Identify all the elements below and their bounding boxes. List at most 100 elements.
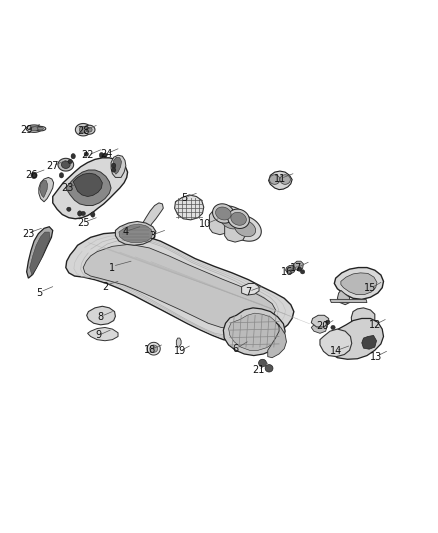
Polygon shape xyxy=(30,232,50,275)
Polygon shape xyxy=(68,159,72,164)
Polygon shape xyxy=(61,161,70,168)
Polygon shape xyxy=(88,327,118,341)
Text: 5: 5 xyxy=(36,288,43,298)
Text: 9: 9 xyxy=(95,330,101,341)
Polygon shape xyxy=(328,318,384,359)
Text: 10: 10 xyxy=(199,219,211,229)
Polygon shape xyxy=(175,195,204,220)
Text: 26: 26 xyxy=(25,171,37,180)
Text: 2: 2 xyxy=(102,281,108,292)
Text: 28: 28 xyxy=(77,126,89,136)
Text: 29: 29 xyxy=(21,125,33,135)
Text: 14: 14 xyxy=(329,346,342,357)
Polygon shape xyxy=(150,345,158,352)
Polygon shape xyxy=(119,224,153,243)
Polygon shape xyxy=(79,126,87,133)
Polygon shape xyxy=(320,329,352,357)
Polygon shape xyxy=(71,154,75,159)
Polygon shape xyxy=(86,127,92,132)
Polygon shape xyxy=(265,365,273,372)
Polygon shape xyxy=(235,220,256,237)
Polygon shape xyxy=(334,268,384,300)
Polygon shape xyxy=(147,342,160,355)
Text: 7: 7 xyxy=(245,287,252,297)
Polygon shape xyxy=(212,204,234,223)
Polygon shape xyxy=(229,215,261,241)
Text: 6: 6 xyxy=(233,344,239,354)
Polygon shape xyxy=(58,158,74,171)
Polygon shape xyxy=(84,125,95,134)
Polygon shape xyxy=(111,155,126,177)
Polygon shape xyxy=(99,152,104,158)
Text: 4: 4 xyxy=(122,227,128,237)
Polygon shape xyxy=(116,221,156,245)
Text: 20: 20 xyxy=(316,321,329,331)
Polygon shape xyxy=(268,171,292,190)
Polygon shape xyxy=(286,265,295,274)
Polygon shape xyxy=(325,320,330,324)
Polygon shape xyxy=(103,153,107,157)
Polygon shape xyxy=(280,175,290,184)
Polygon shape xyxy=(84,152,88,156)
Polygon shape xyxy=(112,163,116,168)
Polygon shape xyxy=(269,175,280,184)
Text: 27: 27 xyxy=(46,161,59,171)
Text: 23: 23 xyxy=(61,183,74,193)
Text: 13: 13 xyxy=(371,352,383,361)
Polygon shape xyxy=(311,316,328,327)
Polygon shape xyxy=(330,300,367,303)
Text: 3: 3 xyxy=(150,231,156,241)
Polygon shape xyxy=(242,284,259,295)
Polygon shape xyxy=(67,207,71,212)
Text: 8: 8 xyxy=(98,312,104,322)
Polygon shape xyxy=(59,173,64,178)
Polygon shape xyxy=(223,308,285,356)
Polygon shape xyxy=(66,170,111,206)
Text: 11: 11 xyxy=(274,174,286,184)
Text: 16: 16 xyxy=(281,267,293,277)
Polygon shape xyxy=(229,313,280,350)
Polygon shape xyxy=(39,177,53,202)
Text: 23: 23 xyxy=(22,229,35,239)
Polygon shape xyxy=(112,168,116,172)
Polygon shape xyxy=(331,325,335,329)
Text: 12: 12 xyxy=(369,320,381,330)
Polygon shape xyxy=(75,124,91,136)
Polygon shape xyxy=(113,157,121,174)
Text: 22: 22 xyxy=(81,150,94,160)
Text: 5: 5 xyxy=(181,192,187,203)
Text: 1: 1 xyxy=(110,263,116,272)
Polygon shape xyxy=(66,232,294,342)
Text: 25: 25 xyxy=(77,218,89,228)
Polygon shape xyxy=(351,308,375,327)
Polygon shape xyxy=(83,244,276,329)
Polygon shape xyxy=(30,126,39,131)
Polygon shape xyxy=(297,267,302,271)
Polygon shape xyxy=(177,338,181,347)
Polygon shape xyxy=(38,127,43,130)
Polygon shape xyxy=(78,211,82,216)
Polygon shape xyxy=(337,290,350,305)
Polygon shape xyxy=(214,206,248,234)
Text: 24: 24 xyxy=(101,149,113,159)
Polygon shape xyxy=(362,335,377,349)
Polygon shape xyxy=(87,306,116,325)
Polygon shape xyxy=(40,181,47,198)
Polygon shape xyxy=(215,207,231,220)
Polygon shape xyxy=(258,359,266,367)
Polygon shape xyxy=(35,126,46,131)
Polygon shape xyxy=(31,172,37,179)
Polygon shape xyxy=(231,212,246,225)
Text: 18: 18 xyxy=(144,345,156,356)
Text: 17: 17 xyxy=(290,263,303,272)
Text: 21: 21 xyxy=(252,365,265,375)
Polygon shape xyxy=(27,227,53,278)
Polygon shape xyxy=(268,322,286,358)
Polygon shape xyxy=(311,322,327,333)
Polygon shape xyxy=(73,173,102,197)
Polygon shape xyxy=(225,217,245,242)
Polygon shape xyxy=(228,209,249,229)
Polygon shape xyxy=(294,261,304,271)
Polygon shape xyxy=(53,158,127,219)
Polygon shape xyxy=(81,212,85,215)
